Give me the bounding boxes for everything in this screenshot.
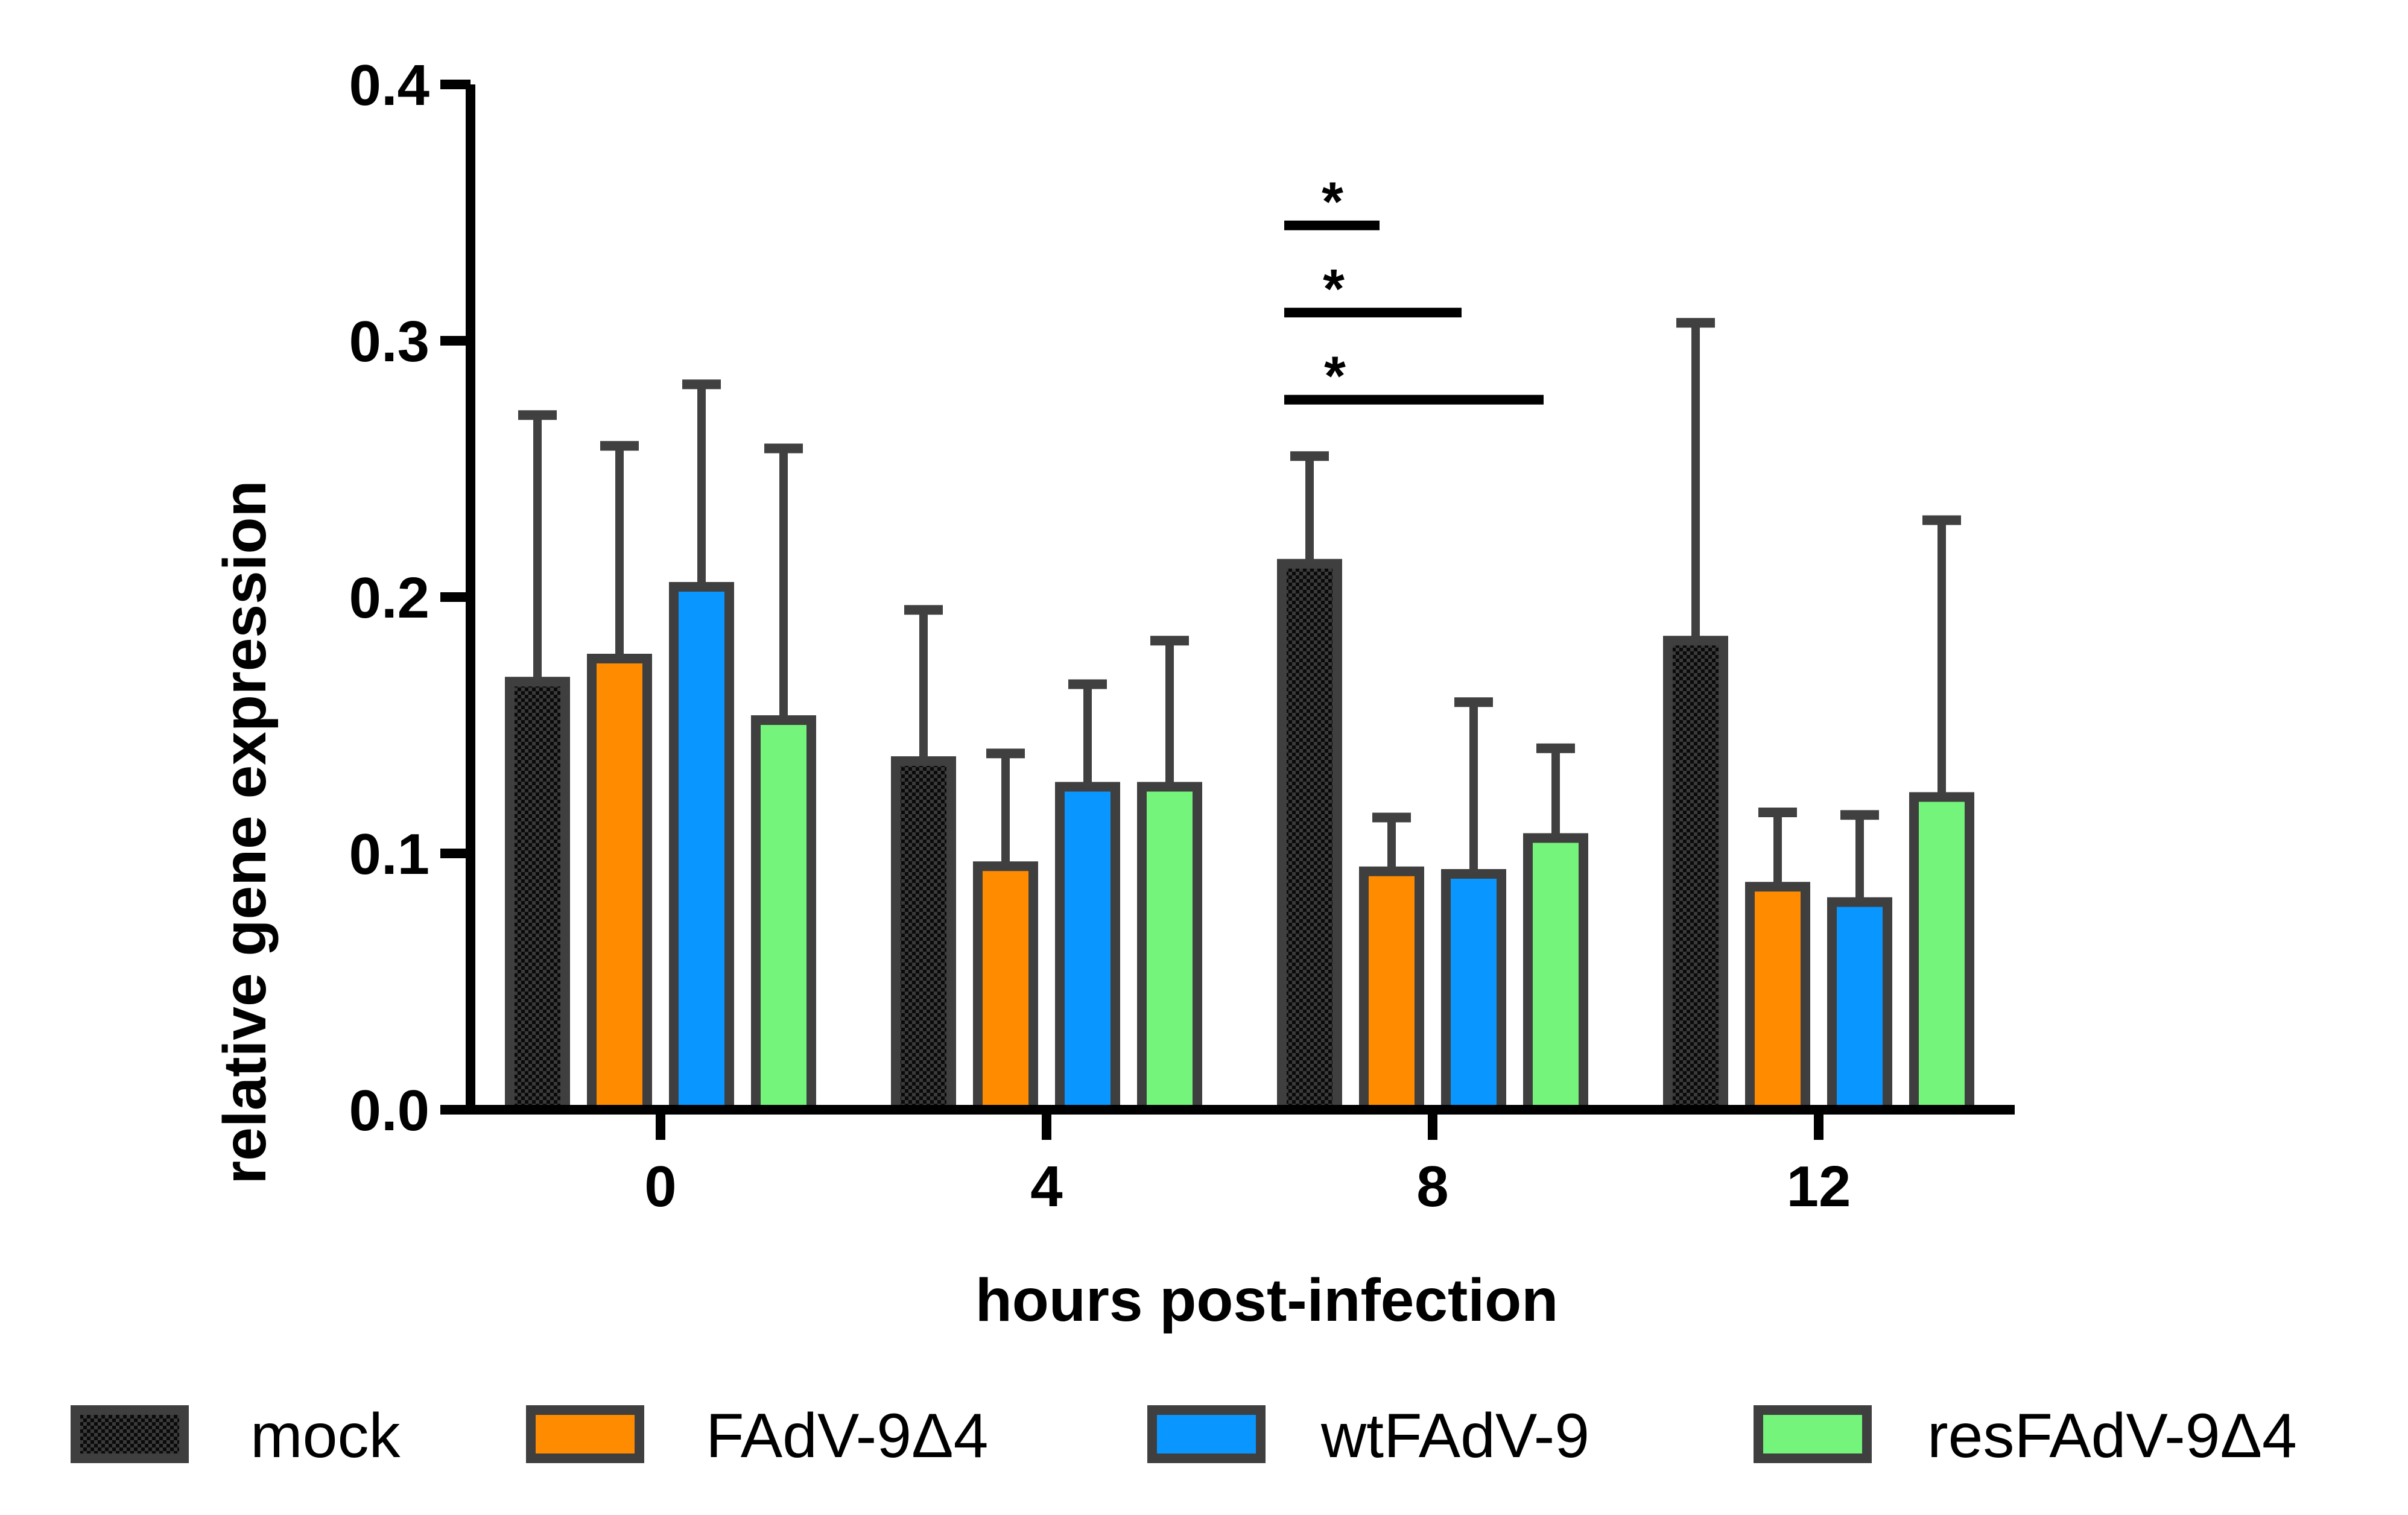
error-bar-4h-FAdV-9Δ4 xyxy=(986,748,1025,867)
y-tick-label-0.3: 0.3 xyxy=(349,309,429,374)
bar-0h-FAdV-9Δ4 xyxy=(587,654,652,1115)
legend-label-wtFAdV-9: wtFAdV-9 xyxy=(1320,1401,1589,1471)
error-bar-8h-wtFAdV-9 xyxy=(1454,697,1493,874)
y-tick-label-0.4: 0.4 xyxy=(349,53,429,118)
bar-12h-wtFAdV-9 xyxy=(1827,897,1892,1115)
bar-4h-wtFAdV-9 xyxy=(1055,782,1120,1115)
x-tick-label-0: 0 xyxy=(644,1154,676,1219)
error-bar-4h-resFAdV-9Δ4 xyxy=(1150,636,1189,787)
bars-group xyxy=(505,318,1974,1115)
y-tick-label-0.1: 0.1 xyxy=(349,822,429,887)
bar-12h-mock xyxy=(1663,636,1728,1115)
error-bar-12h-wtFAdV-9 xyxy=(1840,810,1879,902)
bar-8h-mock xyxy=(1277,558,1342,1115)
error-bar-0h-FAdV-9Δ4 xyxy=(600,441,639,659)
error-bar-0h-resFAdV-9Δ4 xyxy=(764,443,803,720)
y-axis-title: relative gene expression xyxy=(211,480,279,1184)
legend-label-resFAdV-9Δ4: resFAdV-9Δ4 xyxy=(1927,1401,2297,1471)
x-tick-label-8: 8 xyxy=(1416,1154,1448,1219)
bar-0h-wtFAdV-9 xyxy=(669,582,734,1115)
legend-item-mock: mock xyxy=(71,1401,401,1471)
significance-star-3: * xyxy=(1324,346,1346,407)
x-axis-title: hours post-infection xyxy=(975,1267,1559,1334)
legend-label-mock: mock xyxy=(250,1401,401,1471)
legend-swatch-wtFAdV-9 xyxy=(1147,1405,1266,1463)
legend-swatch-mock xyxy=(71,1405,189,1463)
bar-4h-mock xyxy=(891,756,956,1115)
error-bar-8h-FAdV-9Δ4 xyxy=(1372,812,1411,871)
significance-group: * * * xyxy=(1284,171,1544,407)
error-bar-8h-mock xyxy=(1290,451,1329,564)
error-bar-8h-resFAdV-9Δ4 xyxy=(1536,743,1575,838)
bar-8h-wtFAdV-9 xyxy=(1441,869,1506,1115)
legend-item-FAdV-9Δ4: FAdV-9Δ4 xyxy=(526,1401,988,1471)
legend-item-wtFAdV-9: wtFAdV-9 xyxy=(1147,1401,1589,1471)
error-bar-12h-FAdV-9Δ4 xyxy=(1758,808,1797,887)
error-bar-0h-mock xyxy=(518,410,557,682)
significance-star-1: * xyxy=(1322,171,1343,233)
bar-0h-resFAdV-9Δ4 xyxy=(751,715,816,1115)
bar-12h-FAdV-9Δ4 xyxy=(1745,882,1810,1115)
y-tick-label-0.2: 0.2 xyxy=(349,566,429,630)
axes-group: 0.0 0.1 0.2 0.3 0.4 0 4 8 12 xyxy=(349,53,2015,1219)
bar-8h-resFAdV-9Δ4 xyxy=(1523,833,1588,1115)
significance-star-2: * xyxy=(1323,258,1345,320)
legend-label-FAdV-9Δ4: FAdV-9Δ4 xyxy=(706,1401,988,1471)
error-bar-0h-wtFAdV-9 xyxy=(682,379,721,587)
error-bar-12h-resFAdV-9Δ4 xyxy=(1922,515,1961,797)
bar-12h-resFAdV-9Δ4 xyxy=(1909,792,1974,1115)
x-tick-label-4: 4 xyxy=(1030,1154,1062,1219)
legend-swatch-resFAdV-9Δ4 xyxy=(1754,1405,1872,1463)
x-tick-label-12: 12 xyxy=(1787,1154,1851,1219)
error-bar-4h-mock xyxy=(904,605,943,761)
bar-0h-mock xyxy=(505,677,570,1115)
bar-4h-FAdV-9Δ4 xyxy=(973,861,1038,1115)
error-bar-4h-wtFAdV-9 xyxy=(1068,679,1107,787)
legend-swatch-FAdV-9Δ4 xyxy=(526,1405,644,1463)
legend-item-resFAdV-9Δ4: resFAdV-9Δ4 xyxy=(1754,1401,2297,1471)
legend: mock FAdV-9Δ4 wtFAdV-9 resFAdV-9Δ4 xyxy=(71,1401,2297,1471)
y-tick-label-0.0: 0.0 xyxy=(349,1078,429,1143)
bar-4h-resFAdV-9Δ4 xyxy=(1137,782,1202,1115)
error-bar-12h-mock xyxy=(1676,318,1715,641)
bar-8h-FAdV-9Δ4 xyxy=(1359,866,1424,1115)
